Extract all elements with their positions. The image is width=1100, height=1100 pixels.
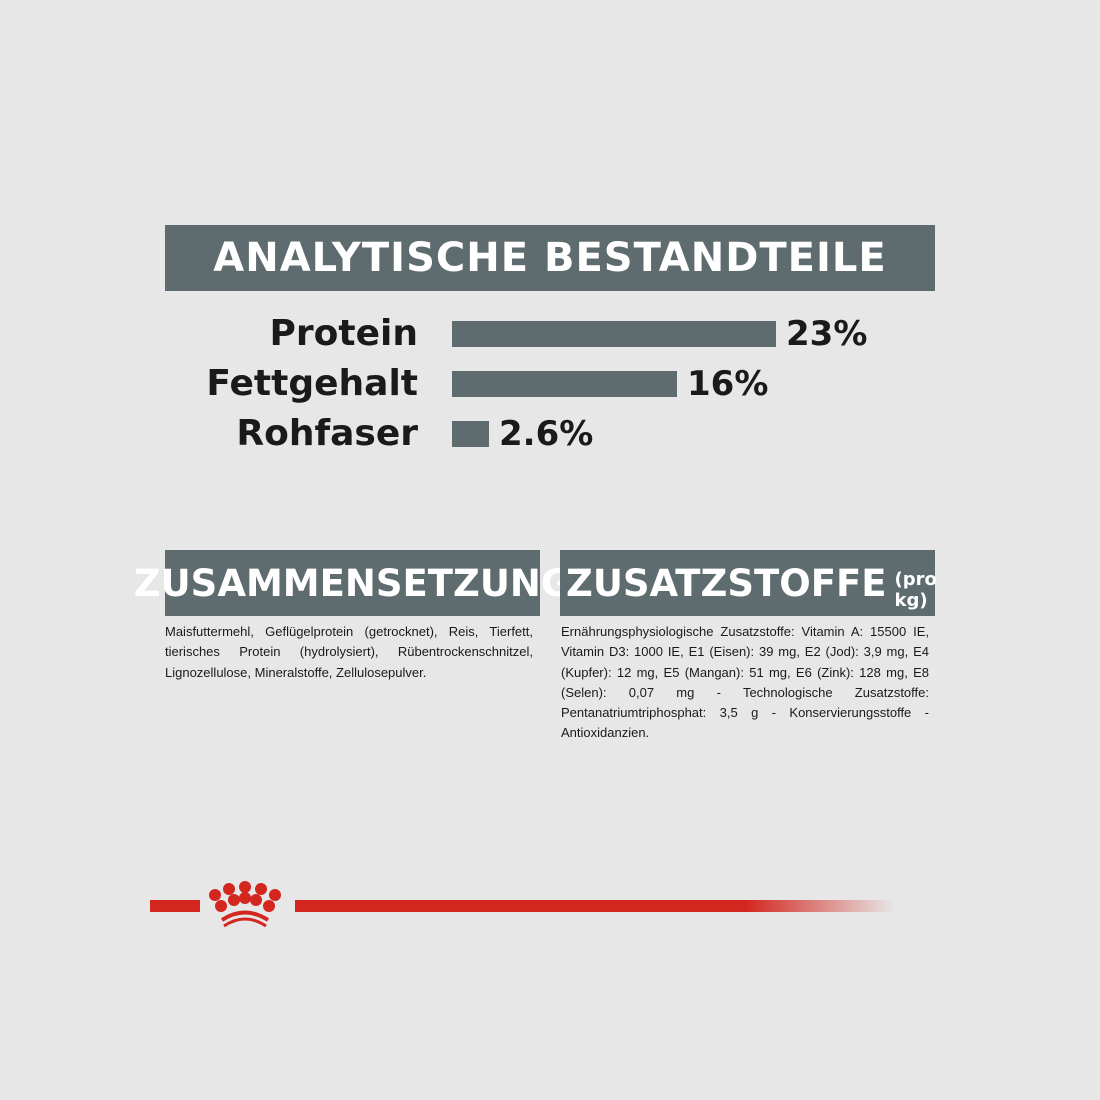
category-label: Protein — [269, 313, 418, 354]
additives-title: ZUSATZSTOFFE — [566, 561, 887, 605]
bar-rohfaser — [452, 421, 489, 447]
category-label: Rohfaser — [236, 413, 418, 454]
brand-line-right — [295, 900, 895, 912]
chart-title: ANALYTISCHE BESTANDTEILE — [165, 225, 935, 291]
value-label: 23% — [786, 314, 868, 354]
value-label: 16% — [687, 364, 769, 404]
composition-text: Maisfuttermehl, Geflügelprotein (getrock… — [165, 624, 533, 680]
additives-header: ZUSATZSTOFFE (pro kg) — [560, 550, 937, 616]
bar-protein — [452, 321, 776, 347]
bar-fettgehalt — [452, 371, 677, 397]
category-label: Fettgehalt — [206, 363, 418, 404]
composition-header: ZUSAMMENSETZUNG — [134, 550, 571, 616]
value-label: 2.6% — [499, 414, 594, 454]
crown-logo-icon — [209, 881, 281, 928]
additives-text: Ernährungsphysiologische Zusatzstoffe: V… — [561, 624, 929, 741]
brand-line-left — [150, 900, 200, 912]
composition-title: ZUSAMMENSETZUNG — [133, 561, 572, 605]
additives-subtitle: (pro kg) — [894, 569, 937, 611]
